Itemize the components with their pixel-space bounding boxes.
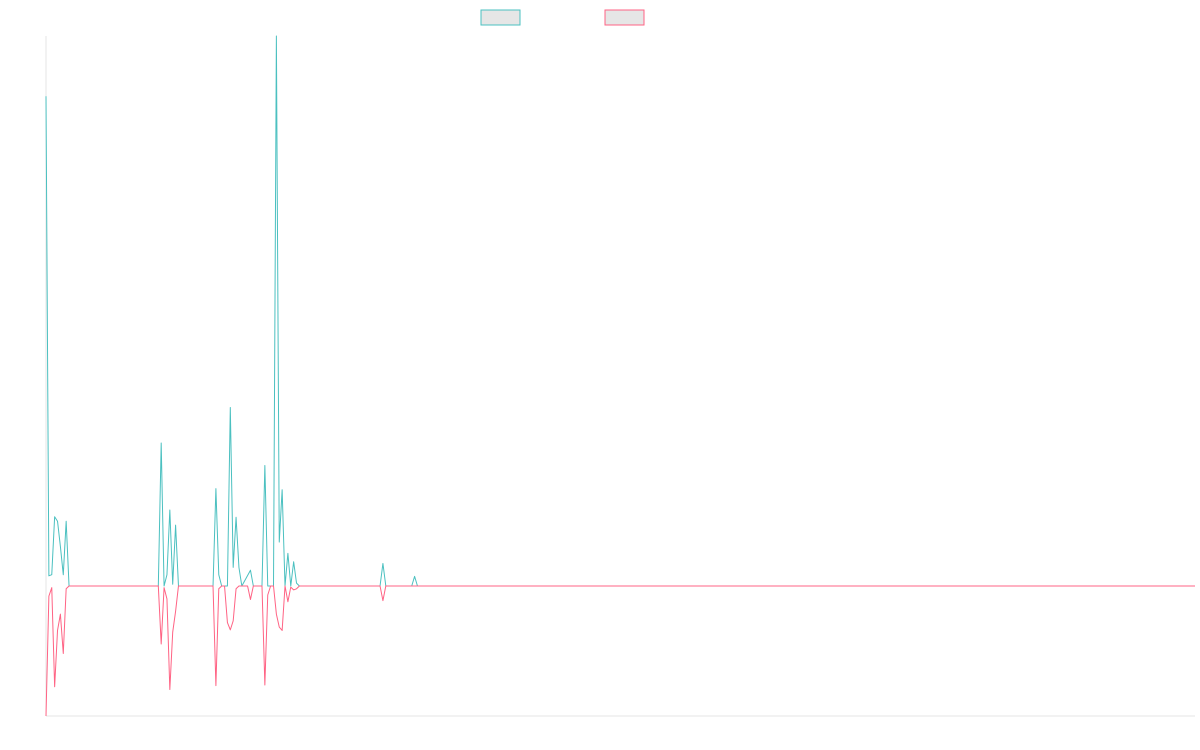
series-layer [45,35,1195,717]
legend-item-2[interactable] [604,9,645,26]
legend-swatch-1[interactable] [480,9,521,26]
series-line-2 [45,585,1195,717]
legend-swatch-2[interactable] [604,9,645,26]
series-line-1 [45,35,1195,587]
legend [480,9,645,26]
legend-item-1[interactable] [480,9,521,26]
